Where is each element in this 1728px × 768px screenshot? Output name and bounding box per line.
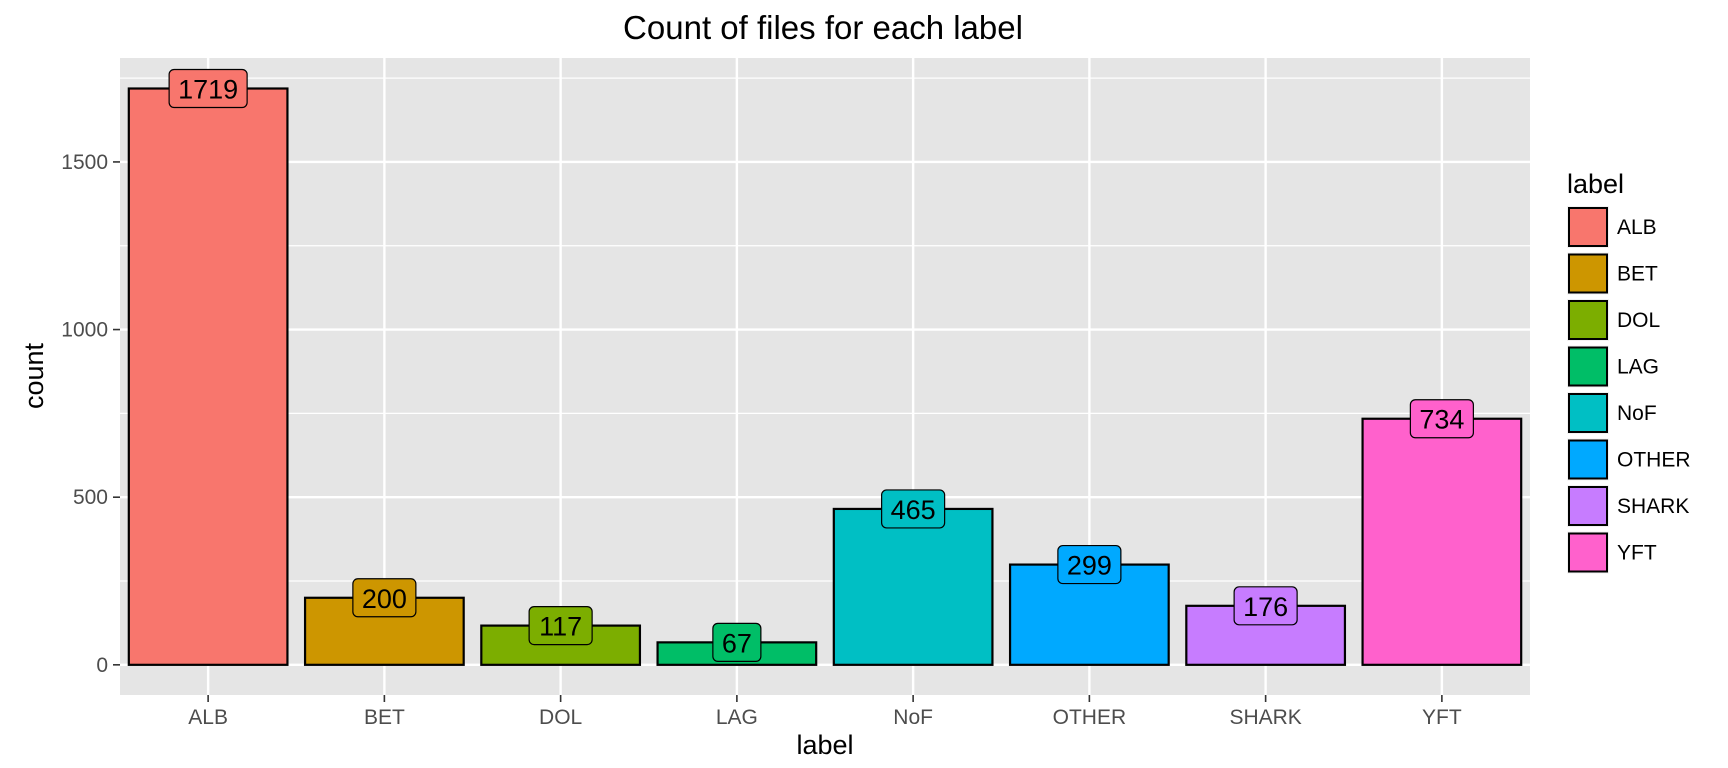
x-tick-label: SHARK xyxy=(1229,706,1301,729)
data-label-alb: 1719 xyxy=(168,68,248,109)
legend-label: BET xyxy=(1617,263,1658,286)
legend-item-nof: NoF xyxy=(1567,392,1657,434)
axes-layer: 0 500 1000 1500 ALB BET DOL LAG NoF OTHER SHARK YFT xyxy=(61,151,1462,729)
y-tick-label: 1500 xyxy=(61,151,108,174)
bar-yft xyxy=(1361,417,1523,666)
legend-label: LAG xyxy=(1617,356,1659,379)
data-label-text: 299 xyxy=(1067,551,1112,581)
data-label-text: 117 xyxy=(539,612,582,642)
data-label-box xyxy=(1233,586,1298,626)
x-tick-label: OTHER xyxy=(1053,706,1127,729)
y-axis-title: count xyxy=(19,342,49,409)
legend-item-bet: BET xyxy=(1567,252,1658,295)
x-tick-label: NoF xyxy=(893,706,933,729)
legend-label: OTHER xyxy=(1617,449,1691,472)
legend-item-alb: ALB xyxy=(1567,206,1657,248)
data-label-text: 200 xyxy=(362,584,407,614)
bar-nof xyxy=(832,507,994,666)
legend-swatch xyxy=(1568,346,1608,387)
legend-swatch xyxy=(1568,300,1608,340)
legend-item-yft: YFT xyxy=(1567,531,1657,574)
legend-swatch xyxy=(1568,532,1608,573)
legend-swatch xyxy=(1568,253,1608,294)
legend-item-other: OTHER xyxy=(1567,438,1691,481)
legend-label: ALB xyxy=(1617,216,1657,239)
data-labels-layer: 1719 200 117 67 465 299 176 734 xyxy=(168,68,1474,662)
legend-swatch xyxy=(1568,207,1608,247)
data-label-bet: 200 xyxy=(352,578,417,618)
x-axis-title: label xyxy=(796,730,853,760)
data-label-text: 734 xyxy=(1419,405,1464,435)
data-label-box xyxy=(1409,399,1474,439)
y-tick-label: 1000 xyxy=(61,319,108,342)
y-tick-label: 500 xyxy=(73,486,108,509)
data-label-box xyxy=(712,622,762,662)
legend: label ALB BET DOL LAG NoF OTHER SHARK YFT xyxy=(1567,169,1691,574)
x-tick-label: YFT xyxy=(1422,706,1462,729)
data-label-text: 465 xyxy=(891,495,936,525)
legend-swatch xyxy=(1568,486,1608,526)
legend-label: NoF xyxy=(1617,402,1657,425)
data-label-text: 176 xyxy=(1243,592,1288,622)
x-tick-label: ALB xyxy=(188,706,228,729)
y-tick-label: 0 xyxy=(96,654,108,677)
chart-title: Count of files for each label xyxy=(623,9,1023,46)
bar-alb xyxy=(127,87,289,666)
legend-swatch xyxy=(1568,439,1608,480)
data-label-box xyxy=(352,578,417,618)
data-label-text: 67 xyxy=(722,628,752,658)
legend-label: DOL xyxy=(1617,309,1660,332)
data-label-shark: 176 xyxy=(1233,586,1298,626)
legend-item-lag: LAG xyxy=(1567,345,1659,388)
data-label-nof: 465 xyxy=(881,489,946,529)
legend-label: SHARK xyxy=(1617,495,1689,518)
legend-title: label xyxy=(1567,169,1624,199)
data-label-other: 299 xyxy=(1057,544,1122,585)
data-label-dol: 117 xyxy=(528,606,593,646)
x-tick-label: BET xyxy=(364,706,405,729)
legend-label: YFT xyxy=(1617,542,1657,565)
x-tick-label: LAG xyxy=(716,706,758,729)
legend-swatch xyxy=(1568,393,1608,433)
data-label-box xyxy=(528,606,593,646)
data-label-box xyxy=(881,489,946,529)
legend-item-shark: SHARK xyxy=(1567,485,1689,527)
data-label-yft: 734 xyxy=(1409,399,1474,439)
data-label-box xyxy=(1057,544,1122,585)
x-tick-label: DOL xyxy=(539,706,582,729)
data-label-lag: 67 xyxy=(712,622,762,662)
legend-items: ALB BET DOL LAG NoF OTHER SHARK YFT xyxy=(1567,206,1691,574)
data-label-text: 1719 xyxy=(178,75,238,105)
data-label-box xyxy=(168,68,248,109)
legend-item-dol: DOL xyxy=(1567,299,1660,341)
